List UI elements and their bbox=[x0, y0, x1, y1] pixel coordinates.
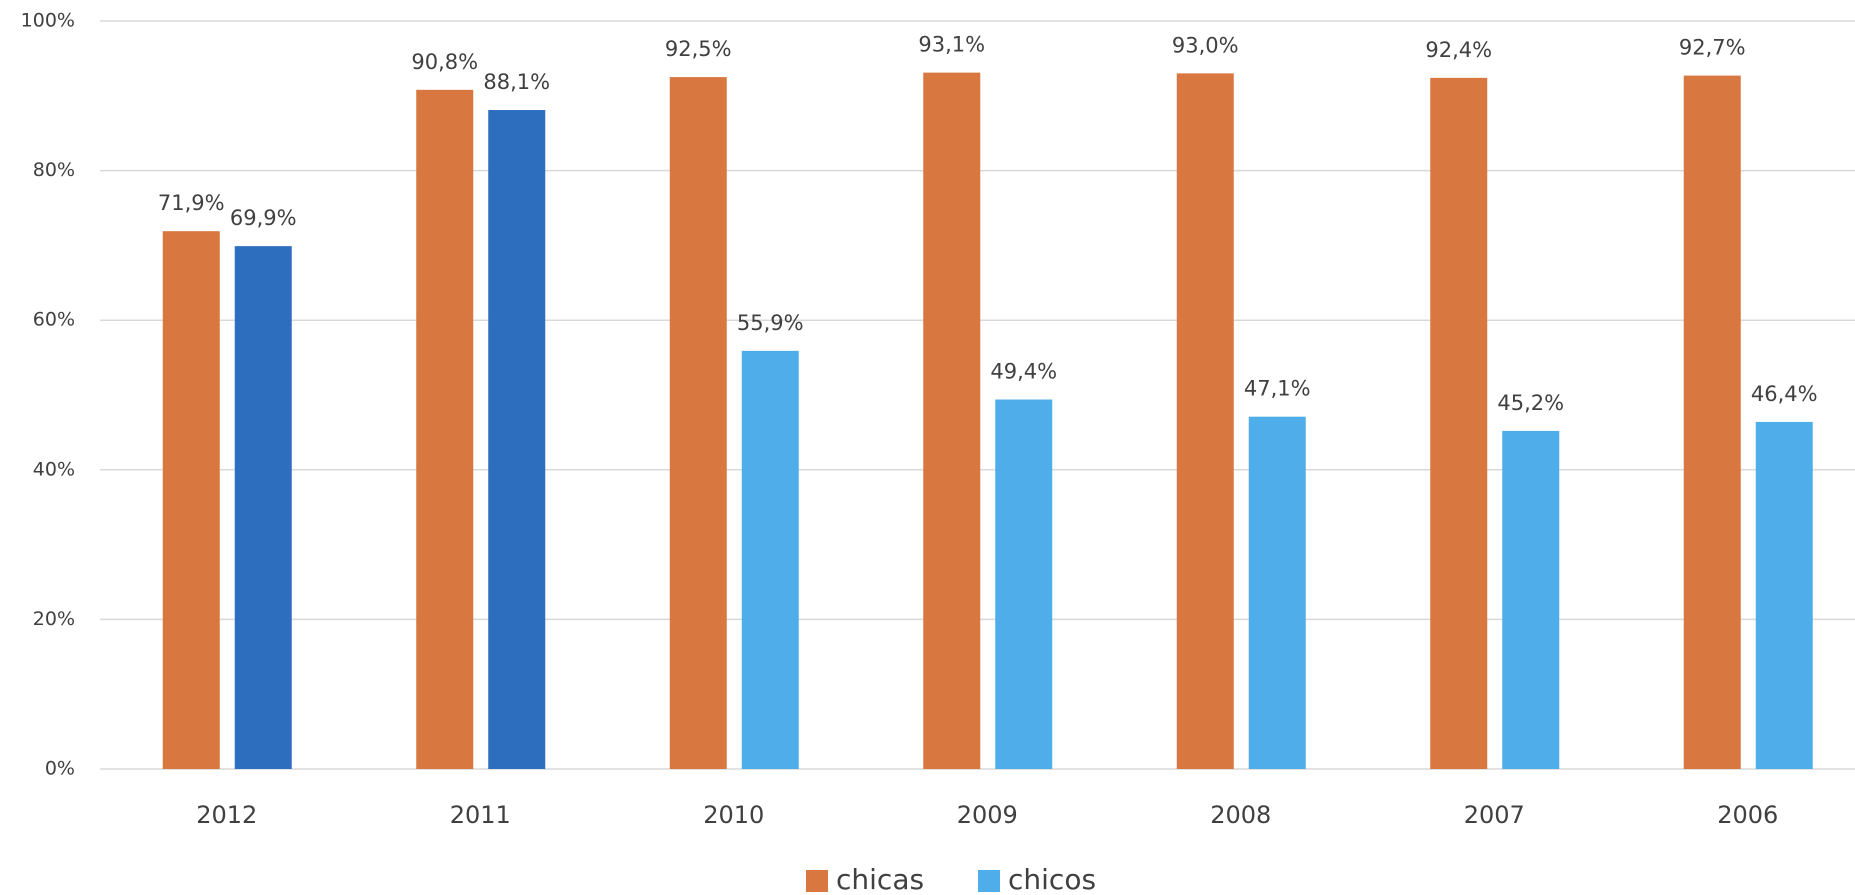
y-tick-label: 100% bbox=[21, 10, 75, 32]
bar bbox=[1502, 430, 1560, 769]
y-tick-label: 40% bbox=[33, 458, 75, 480]
legend-swatch bbox=[806, 870, 828, 892]
bar bbox=[1755, 421, 1813, 769]
bar bbox=[923, 72, 981, 769]
data-label: 93,0% bbox=[1172, 33, 1239, 57]
bar bbox=[162, 231, 220, 770]
y-tick-label: 60% bbox=[33, 309, 75, 331]
bar bbox=[416, 89, 474, 770]
y-tick-label: 80% bbox=[33, 159, 75, 181]
data-label: 71,9% bbox=[158, 191, 225, 215]
bar bbox=[1683, 75, 1741, 769]
x-tick-label: 2008 bbox=[1210, 801, 1271, 829]
legend-swatch bbox=[978, 870, 1000, 892]
data-label: 90,8% bbox=[411, 50, 478, 74]
legend-label: chicos bbox=[1008, 863, 1096, 895]
data-label: 47,1% bbox=[1244, 377, 1311, 401]
bar bbox=[741, 350, 799, 769]
data-label: 69,9% bbox=[230, 206, 297, 230]
x-tick-label: 2011 bbox=[450, 801, 511, 829]
bar bbox=[1248, 416, 1306, 769]
x-tick-label: 2006 bbox=[1717, 801, 1778, 829]
bar bbox=[1430, 77, 1488, 769]
bar bbox=[669, 77, 727, 770]
legend-label: chicas bbox=[836, 863, 924, 895]
data-label: 92,4% bbox=[1425, 38, 1492, 62]
data-label: 92,5% bbox=[665, 37, 732, 61]
bar bbox=[995, 399, 1053, 769]
x-tick-label: 2007 bbox=[1464, 801, 1525, 829]
data-label: 46,4% bbox=[1751, 382, 1818, 406]
bar bbox=[234, 246, 292, 769]
data-label: 88,1% bbox=[483, 70, 550, 94]
x-tick-label: 2012 bbox=[196, 801, 257, 829]
x-tick-label: 2010 bbox=[703, 801, 764, 829]
y-tick-label: 20% bbox=[33, 608, 75, 630]
y-tick-label: 0% bbox=[45, 758, 75, 780]
data-label: 55,9% bbox=[737, 311, 804, 335]
data-label: 93,1% bbox=[918, 33, 985, 57]
x-tick-label: 2009 bbox=[957, 801, 1018, 829]
data-label: 92,7% bbox=[1679, 36, 1746, 60]
data-label: 45,2% bbox=[1497, 391, 1564, 415]
bar bbox=[1176, 73, 1234, 770]
data-label: 49,4% bbox=[990, 359, 1057, 383]
bar bbox=[488, 110, 546, 769]
